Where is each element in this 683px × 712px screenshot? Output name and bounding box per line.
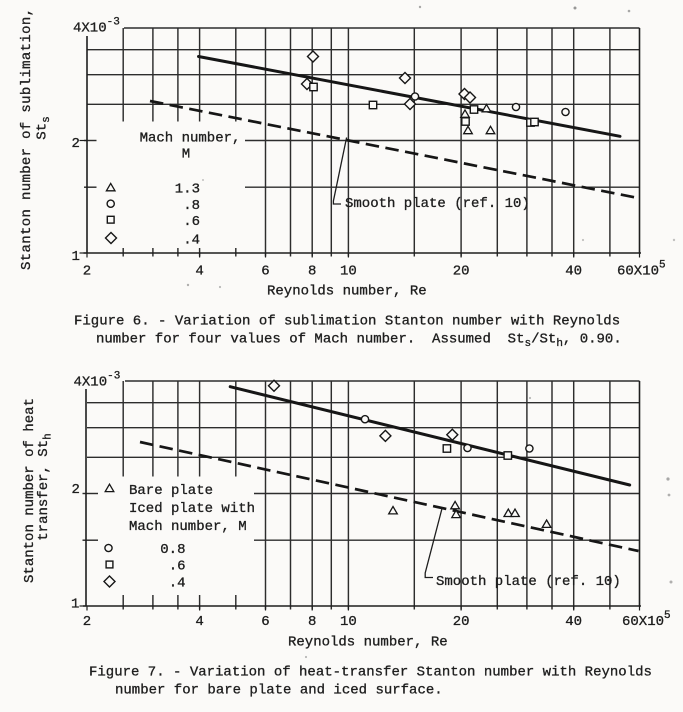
- svg-text:60X105: 60X105: [617, 260, 666, 280]
- svg-text:number for bare plate and iced: number for bare plate and iced surface.: [115, 683, 443, 699]
- svg-text:Figure 7. - Variation of heat-: Figure 7. - Variation of heat-transfer S…: [89, 665, 652, 681]
- svg-text:.4: .4: [169, 576, 186, 592]
- svg-text:.6: .6: [183, 214, 200, 230]
- svg-text:60X105: 60X105: [622, 610, 671, 630]
- svg-text:2: 2: [72, 136, 80, 152]
- svg-text:10: 10: [340, 264, 357, 280]
- svg-text:10: 10: [340, 614, 357, 630]
- svg-text:Reynolds number, Re: Reynolds number, Re: [267, 284, 427, 300]
- svg-text:40: 40: [565, 264, 582, 280]
- svg-text:number for four values of Mach: number for four values of Mach number. A…: [96, 332, 622, 351]
- svg-text:20: 20: [453, 264, 470, 280]
- svg-text:20: 20: [453, 614, 470, 630]
- svg-text:4: 4: [195, 614, 203, 630]
- svg-text:Iced plate with: Iced plate with: [129, 501, 255, 517]
- svg-text:2: 2: [72, 482, 80, 498]
- svg-text:.8: .8: [183, 198, 200, 214]
- svg-text:1: 1: [71, 597, 79, 613]
- svg-text:1: 1: [72, 249, 80, 265]
- svg-text:.4: .4: [183, 232, 200, 248]
- svg-text:40: 40: [565, 614, 582, 630]
- svg-text:0.8: 0.8: [160, 542, 185, 558]
- svg-text:2: 2: [83, 614, 91, 630]
- svg-text:Mach number, M: Mach number, M: [129, 519, 247, 535]
- svg-text:6: 6: [261, 264, 269, 280]
- svg-text:8: 8: [308, 264, 316, 280]
- svg-text:6: 6: [261, 614, 269, 630]
- svg-text:Mach number,: Mach number,: [140, 131, 241, 147]
- svg-text:Stanton number of sublimation,: Stanton number of sublimation,: [19, 8, 35, 270]
- svg-text:8: 8: [308, 614, 316, 630]
- svg-text:Bare plate: Bare plate: [129, 483, 213, 499]
- svg-text:transfer, Sth: transfer, Sth: [36, 433, 55, 540]
- svg-text:4: 4: [195, 264, 203, 280]
- svg-text:Reynolds number, Re: Reynolds number, Re: [288, 635, 448, 651]
- svg-text:.6: .6: [169, 559, 186, 575]
- svg-text:1.3: 1.3: [175, 182, 200, 198]
- svg-text:Smooth plate (ref. 10): Smooth plate (ref. 10): [345, 196, 530, 212]
- svg-text:Figure 6. - Variation of subli: Figure 6. - Variation of sublimation Sta…: [74, 314, 620, 330]
- svg-text:Stanton number of heat: Stanton number of heat: [22, 398, 38, 583]
- svg-text:Smooth plate (ref. 10): Smooth plate (ref. 10): [436, 574, 621, 590]
- svg-text:M: M: [182, 147, 190, 163]
- svg-text:2: 2: [83, 264, 91, 280]
